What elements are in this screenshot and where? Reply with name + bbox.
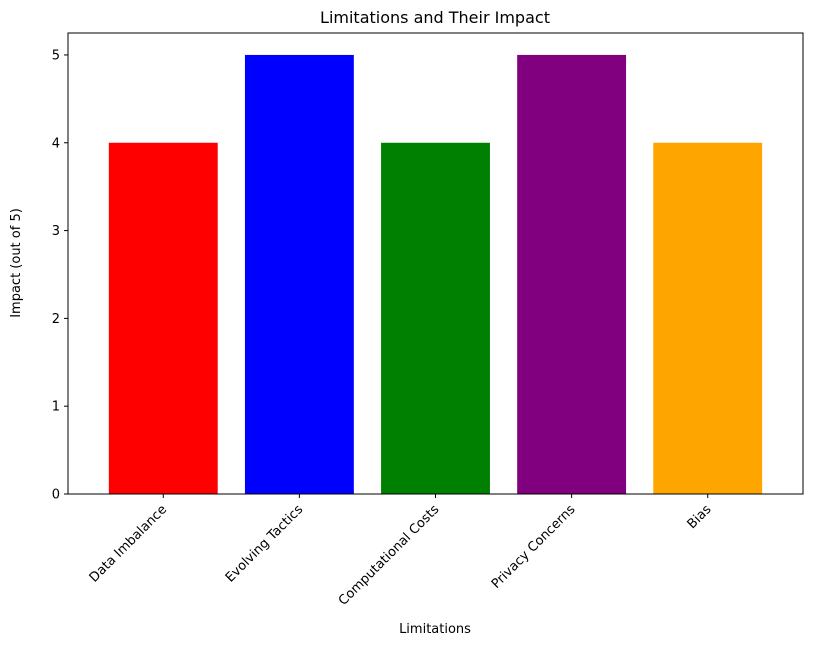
x-tick-label: Data Imbalance xyxy=(87,502,170,585)
bar xyxy=(381,142,490,494)
y-tick-label: 1 xyxy=(52,400,60,415)
y-tick-label: 2 xyxy=(52,312,60,327)
x-tick-label: Bias xyxy=(685,502,715,532)
x-axis-label: Limitations xyxy=(399,622,471,637)
y-axis-ticks: 0 1 2 3 4 5 xyxy=(52,48,68,503)
bar xyxy=(244,54,354,494)
x-tick-label: Computational Costs xyxy=(336,502,443,609)
y-tick-label: 3 xyxy=(52,224,60,239)
bar xyxy=(108,142,218,494)
bar xyxy=(517,54,627,494)
bar xyxy=(653,142,763,494)
y-tick-label: 0 xyxy=(52,488,60,503)
x-axis-ticks: Data Imbalance Evolving Tactics Computatio… xyxy=(87,494,715,609)
x-tick-label: Evolving Tactics xyxy=(223,502,307,586)
plot-frame xyxy=(67,32,804,495)
y-tick-label: 4 xyxy=(52,136,60,151)
chart-title: Limitations and Their Impact xyxy=(320,8,550,27)
x-tick-label: Privacy Concerns xyxy=(489,502,579,592)
bars-group xyxy=(108,54,763,494)
y-tick-label: 5 xyxy=(52,48,60,63)
y-axis-label: Impact (out of 5) xyxy=(9,208,24,318)
